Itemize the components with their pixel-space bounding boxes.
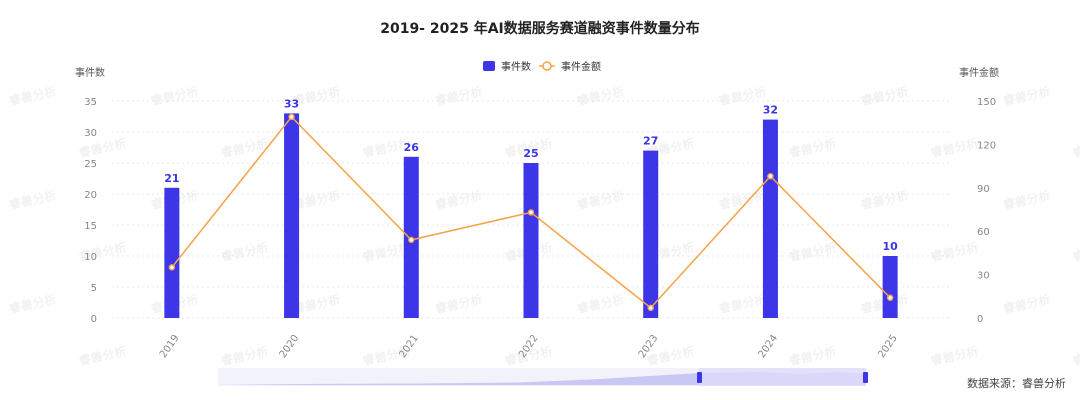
watermark-text: 睿兽分析 [1002,187,1052,212]
legend-label-amount: 事件金额 [561,60,601,73]
watermark-text: 睿兽分析 [220,135,270,160]
watermark-text: 睿兽分析 [220,343,270,368]
y-axis-left: 0 5 10 15 20 25 30 35 [84,97,97,325]
y-left-tick-label: 25 [84,159,97,170]
watermark-text: 睿兽分析 [434,83,484,108]
y-right-tick-label: 60 [977,227,990,238]
y-axis-left-title: 事件数 [75,66,105,79]
legend[interactable]: 事件数 事件金额 [483,60,601,73]
watermark-text: 睿兽分析 [788,239,838,264]
line-point-2019 [168,264,176,271]
zoom-selected-window[interactable] [699,368,866,386]
line-point-2023 [647,304,654,312]
bar-2020 [284,113,300,319]
watermark-text: 睿兽分析 [788,135,838,160]
bar-2023 [643,150,659,318]
watermark-text: 睿兽分析 [8,83,58,108]
bar-series [164,113,898,319]
bar-2019 [164,187,180,318]
watermark-text: 睿兽分析 [78,343,128,368]
watermark-text: 睿兽分析 [930,239,980,264]
bar-data-labels: 21 33 26 25 27 32 10 [164,97,898,253]
watermark-text: 睿兽分析 [930,343,980,368]
x-tick-label-2025: 2025 [876,333,900,360]
watermark-text: 睿兽分析 [788,343,838,368]
watermark-text: 睿兽分析 [8,291,58,316]
watermark-text: 睿兽分析 [1072,239,1080,264]
x-tick-label-2024: 2024 [757,333,781,360]
bar-label-2021: 26 [404,141,420,154]
y-right-tick-label: 30 [977,271,990,282]
watermark-text: 睿兽分析 [860,187,910,212]
bar-label-2023: 27 [643,135,658,148]
y-left-tick-label: 30 [84,128,97,139]
y-left-tick-label: 35 [84,97,97,108]
bar-label-2020: 33 [284,97,299,110]
data-source-note: 数据来源：睿兽分析 [967,377,1066,390]
watermark-text: 睿兽分析 [860,83,910,108]
watermark-text: 睿兽分析 [1002,291,1052,316]
line-point-2025 [886,294,894,301]
x-tick-label-2019: 2019 [158,333,182,360]
watermark-text: 睿兽分析 [718,187,768,212]
watermark-text: 睿兽分析 [1002,83,1052,108]
y-left-tick-label: 15 [84,221,97,232]
y-right-tick-label: 90 [977,184,990,195]
watermark-text: 睿兽分析 [930,135,980,160]
zoom-handle-right[interactable] [863,372,868,383]
watermark-text: 睿兽分析 [150,83,200,108]
x-tick-label-2020: 2020 [278,333,302,360]
line-point-2024 [767,172,774,180]
line-series [168,113,894,312]
y-axis-right-title: 事件金额 [959,66,999,79]
watermark-text: 睿兽分析 [718,291,768,316]
bar-label-2024: 32 [763,104,778,117]
watermark-text: 睿兽分析 [718,83,768,108]
zoom-handle-left[interactable] [697,372,702,383]
bar-label-2022: 25 [523,147,538,160]
watermark-text: 睿兽分析 [1072,343,1080,368]
legend-bar-swatch [483,61,495,71]
watermark-text: 睿兽分析 [8,187,58,212]
line-point-2022 [527,209,535,216]
line-point-2021 [408,236,415,244]
watermark-text: 睿兽分析 [576,187,626,212]
bar-label-2019: 21 [164,172,179,185]
y-axis-right: 0 30 60 90 120 150 [977,97,996,325]
y-left-tick-label: 10 [84,252,97,263]
y-left-tick-label: 5 [91,283,97,294]
bar-2022 [523,163,539,318]
watermark-text: 睿兽分析 [576,291,626,316]
line-point-2020 [288,113,295,121]
legend-line-marker [542,61,552,71]
watermark-text: 睿兽分析 [434,291,484,316]
y-right-tick-label: 150 [977,97,996,108]
chart-title: 2019- 2025 年AI数据服务赛道融资事件数量分布 [380,20,700,37]
y-right-tick-label: 120 [977,140,996,151]
y-right-tick-label: 0 [977,314,983,325]
bar-2024 [762,119,778,318]
bar-label-2025: 10 [882,240,898,253]
bar-2025 [882,256,898,318]
y-left-tick-label: 20 [84,190,97,201]
y-left-tick-label: 0 [91,314,97,325]
watermark-text: 睿兽分析 [1072,135,1080,160]
data-zoom-slider[interactable] [218,368,868,386]
watermark-text: 睿兽分析 [434,187,484,212]
watermark-text: 睿兽分析 [220,239,270,264]
watermark-text: 睿兽分析 [576,83,626,108]
legend-label-count: 事件数 [501,60,531,73]
